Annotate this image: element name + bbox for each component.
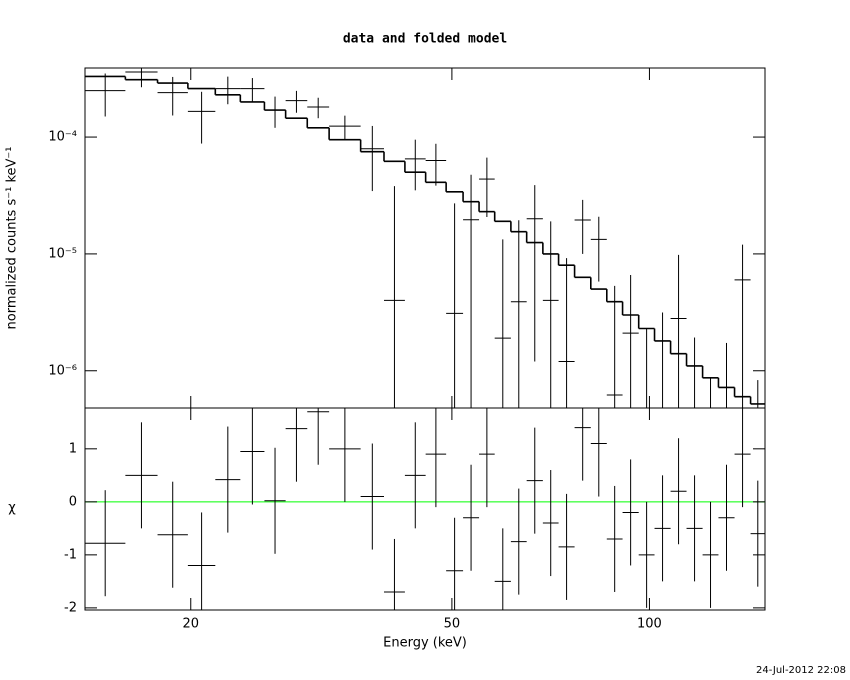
y-tick-label: -1 — [64, 547, 77, 562]
x-tick-label: 20 — [182, 617, 199, 632]
x-axis-label: Energy (keV) — [383, 636, 467, 651]
y-tick-label: 10⁻⁵ — [48, 246, 77, 261]
y-tick-label: 10⁻⁴ — [48, 130, 77, 145]
timestamp: 24-Jul-2012 22:08 — [756, 665, 846, 676]
bottom-panel — [85, 408, 765, 610]
y-axis-label: χ — [8, 501, 16, 516]
top-panel — [85, 68, 765, 408]
y-tick-label: 1 — [69, 441, 77, 456]
y-tick-label: 0 — [69, 494, 77, 509]
x-tick-label: 50 — [444, 617, 461, 632]
y-tick-label: 10⁻⁶ — [48, 363, 77, 378]
chart-title: data and folded model — [343, 32, 507, 47]
y-tick-label: -2 — [64, 600, 77, 615]
y-axis-label: normalized counts s⁻¹ keV⁻¹ — [5, 147, 20, 330]
x-tick-label: 100 — [637, 617, 662, 632]
plot-frame — [84, 407, 766, 611]
